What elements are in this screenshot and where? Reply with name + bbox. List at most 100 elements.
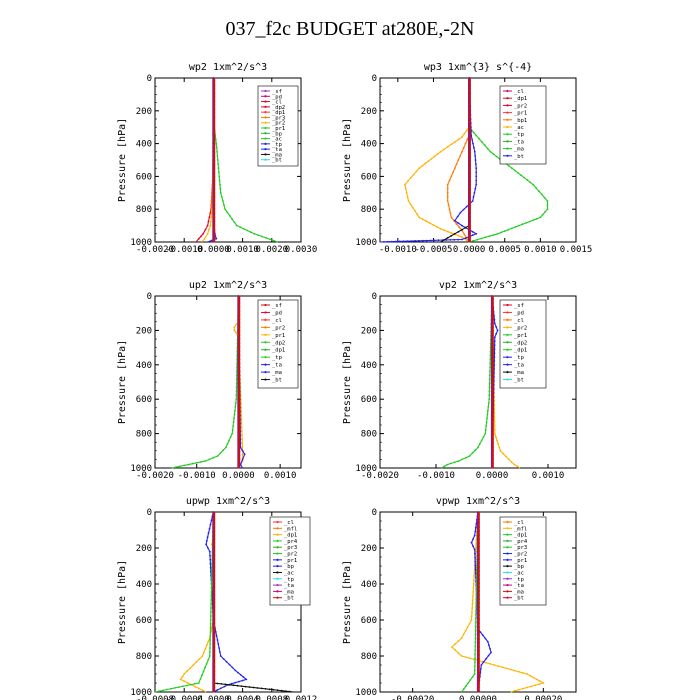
series-marker: [474, 645, 477, 648]
series-marker: [461, 150, 463, 153]
zero-profile-marker: [491, 381, 494, 385]
zero-profile-marker: [477, 613, 480, 617]
series-marker: [210, 595, 213, 597]
zero-profile-marker: [212, 549, 216, 553]
series-marker: [457, 460, 460, 462]
series-marker: [472, 583, 475, 585]
panel-title: upwp 1xm^2/s^3: [186, 496, 270, 507]
y-tick-label: 200: [136, 107, 152, 117]
zero-profile-marker: [468, 183, 471, 187]
series-marker: [449, 212, 452, 215]
series-marker: [406, 180, 409, 183]
zero-profile-marker: [477, 617, 480, 621]
x-tick-label: 0.0005: [488, 245, 521, 255]
zero-profile-marker: [212, 641, 216, 645]
legend-marker: [276, 533, 279, 536]
zero-profile-marker: [491, 389, 494, 393]
legend-entry: _bt: [514, 154, 524, 160]
series-marker: [235, 394, 238, 397]
series-marker: [474, 159, 477, 161]
series-marker: [231, 428, 234, 431]
series-marker: [238, 680, 240, 683]
series-marker: [158, 690, 160, 693]
series-marker: [478, 137, 480, 140]
series-marker: [459, 211, 462, 214]
legend: _sf_pd_cl_dp2_dp1_pr3_pr2_pr1_bp_ac_tp_t…: [257, 85, 299, 167]
series-marker: [170, 687, 172, 690]
legend-marker: [506, 125, 509, 129]
series-marker: [205, 543, 208, 546]
zero-profile-marker: [212, 83, 216, 87]
panel-title: vpwp 1xm^2/s^3: [436, 496, 520, 507]
zero-profile-marker: [237, 337, 241, 341]
legend-marker: [264, 116, 267, 119]
plot-frame: [379, 77, 577, 243]
x-tick-label: -0.0020: [361, 471, 399, 481]
series-marker: [412, 173, 415, 176]
series-marker: [219, 452, 222, 454]
series-marker: [497, 665, 500, 667]
y-tick-label: 600: [361, 395, 377, 405]
series-marker: [414, 209, 416, 212]
series-marker: [535, 217, 538, 220]
legend-marker: [506, 311, 509, 314]
series-marker: [272, 239, 275, 242]
series-marker: [241, 679, 244, 682]
y-tick-label: 800: [136, 652, 152, 662]
zero-profile-marker: [477, 569, 480, 573]
zero-profile-marker: [491, 457, 494, 461]
zero-profile-marker: [477, 577, 480, 581]
y-axis-label: Pressure [hPa]: [342, 560, 353, 644]
series-marker: [194, 685, 197, 688]
zero-profile-marker: [212, 107, 216, 111]
zero-profile-marker: [468, 143, 471, 147]
zero-profile-marker: [491, 373, 494, 377]
series-marker: [186, 670, 189, 672]
series-marker: [446, 463, 449, 466]
legend-entry: _pr4: [284, 539, 298, 545]
series-line-pr2: [491, 295, 521, 469]
zero-profile-marker: [237, 401, 241, 405]
series-marker: [488, 382, 491, 385]
zero-profile-marker: [212, 545, 216, 549]
series-marker: [233, 329, 236, 332]
series-marker: [471, 234, 474, 237]
zero-profile-marker: [477, 597, 480, 601]
zero-profile-marker: [477, 585, 480, 589]
legend: _cl_mfl_dp1_pr4_pr3_pr2_pr1_bp_ac_tp_ta_…: [499, 516, 547, 606]
zero-profile-marker: [477, 605, 480, 609]
y-tick-label: 400: [136, 580, 152, 590]
series-marker: [218, 179, 221, 182]
series-marker: [479, 631, 482, 633]
series-marker: [513, 669, 516, 672]
x-tick-label: 0.0004: [226, 695, 259, 700]
series-marker: [248, 686, 251, 688]
series-marker: [474, 526, 477, 529]
series-marker: [240, 426, 243, 428]
x-tick-label: -0.0010: [165, 245, 203, 255]
zero-profile-marker: [237, 429, 241, 433]
series-marker: [210, 579, 213, 581]
zero-profile-marker: [237, 341, 241, 345]
series-marker: [219, 183, 221, 186]
zero-profile-marker: [468, 211, 471, 215]
legend-entry: _bt: [514, 378, 524, 384]
series-marker: [430, 157, 433, 160]
legend-entry: _bt: [284, 596, 294, 602]
zero-profile-marker: [477, 593, 480, 597]
zero-profile-marker: [477, 565, 480, 569]
series-marker: [210, 591, 213, 593]
series-marker: [528, 220, 531, 223]
series-marker: [422, 239, 424, 242]
zero-profile-marker: [468, 159, 471, 163]
zero-profile-marker: [468, 147, 471, 151]
x-tick-label: 0.0000: [197, 695, 230, 700]
panel-5: upwp 1xm^2/s^3 Pressure [hPa] 0 200 400 600 80…: [117, 496, 317, 700]
legend-marker: [264, 356, 267, 359]
legend-entry: _ma: [514, 147, 524, 153]
zero-profile-marker: [491, 365, 494, 369]
x-tick-label: 0.0000: [222, 471, 255, 481]
series-marker: [474, 629, 477, 632]
zero-profile-marker: [237, 405, 241, 409]
series-marker: [276, 689, 279, 692]
